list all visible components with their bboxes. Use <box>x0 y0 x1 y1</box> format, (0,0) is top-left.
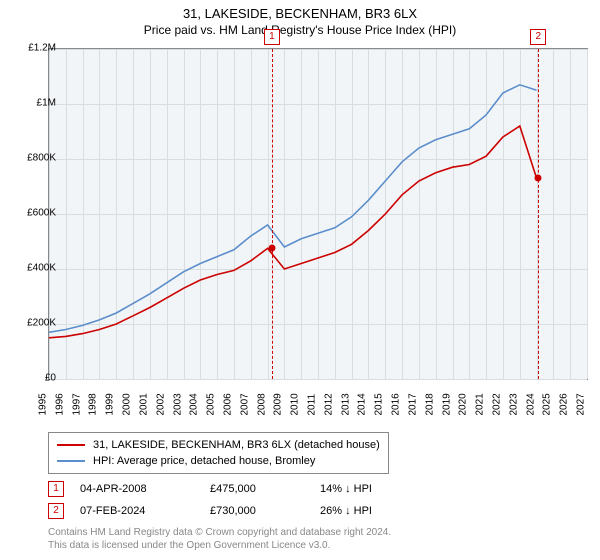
x-tick-label: 2012 <box>323 393 334 415</box>
marker-dot-2 <box>535 175 542 182</box>
event-delta: 14% ↓ HPI <box>320 483 430 495</box>
legend-label: HPI: Average price, detached house, Brom… <box>93 455 315 467</box>
x-tick-label: 2013 <box>340 393 351 415</box>
event-marker-2: 2 <box>48 503 64 519</box>
event-price: £475,000 <box>210 483 320 495</box>
y-tick-label: £0 <box>12 373 56 384</box>
event-row: 2 07-FEB-2024£730,00026% ↓ HPI <box>48 500 430 522</box>
chart-subtitle: Price paid vs. HM Land Registry's House … <box>0 21 600 41</box>
event-date: 07-FEB-2024 <box>80 505 210 517</box>
x-tick-label: 2023 <box>508 393 519 415</box>
footer-line-2: This data is licensed under the Open Gov… <box>48 539 391 552</box>
event-delta: 26% ↓ HPI <box>320 505 430 517</box>
chart-title: 31, LAKESIDE, BECKENHAM, BR3 6LX <box>0 0 600 21</box>
y-tick-label: £200K <box>12 318 56 329</box>
x-tick-label: 2000 <box>122 393 133 415</box>
y-tick-label: £1.2M <box>12 43 56 54</box>
x-tick-label: 2020 <box>458 393 469 415</box>
legend-box: 31, LAKESIDE, BECKENHAM, BR3 6LX (detach… <box>48 432 389 474</box>
x-tick-label: 2021 <box>475 393 486 415</box>
x-tick-label: 2025 <box>542 393 553 415</box>
x-tick-label: 2019 <box>441 393 452 415</box>
x-tick-label: 2024 <box>525 393 536 415</box>
event-date: 04-APR-2008 <box>80 483 210 495</box>
x-tick-label: 2004 <box>189 393 200 415</box>
x-tick-label: 2016 <box>391 393 402 415</box>
x-tick-label: 2002 <box>155 393 166 415</box>
y-tick-label: £600K <box>12 208 56 219</box>
x-tick-label: 2027 <box>576 393 587 415</box>
legend-item: HPI: Average price, detached house, Brom… <box>57 453 380 469</box>
event-price: £730,000 <box>210 505 320 517</box>
legend-swatch <box>57 444 85 446</box>
attribution-footer: Contains HM Land Registry data © Crown c… <box>48 526 391 552</box>
x-tick-label: 1995 <box>38 393 49 415</box>
marker-label-2: 2 <box>530 29 546 45</box>
x-tick-label: 2005 <box>206 393 217 415</box>
x-tick-label: 2010 <box>290 393 301 415</box>
x-tick-label: 2022 <box>491 393 502 415</box>
series-property <box>49 126 537 338</box>
x-tick-label: 2009 <box>273 393 284 415</box>
x-tick-label: 2008 <box>256 393 267 415</box>
marker-dot-1 <box>268 245 275 252</box>
x-tick-label: 1997 <box>71 393 82 415</box>
plot-area: 12 <box>48 48 588 380</box>
x-tick-label: 2003 <box>172 393 183 415</box>
x-tick-label: 2001 <box>138 393 149 415</box>
marker-label-1: 1 <box>264 29 280 45</box>
series-layer <box>49 49 587 379</box>
x-tick-label: 2011 <box>307 394 318 416</box>
x-tick-label: 2007 <box>239 393 250 415</box>
x-tick-label: 2018 <box>424 393 435 415</box>
x-tick-label: 1999 <box>105 393 116 415</box>
y-tick-label: £1M <box>12 98 56 109</box>
x-tick-label: 1998 <box>88 393 99 415</box>
y-tick-label: £800K <box>12 153 56 164</box>
footer-line-1: Contains HM Land Registry data © Crown c… <box>48 526 391 539</box>
legend-swatch <box>57 460 85 462</box>
event-marker-1: 1 <box>48 481 64 497</box>
marker-line-2 <box>538 49 539 379</box>
x-tick-label: 2006 <box>222 393 233 415</box>
event-row: 1 04-APR-2008£475,00014% ↓ HPI <box>48 478 430 500</box>
x-tick-label: 2015 <box>374 393 385 415</box>
series-hpi <box>49 85 537 332</box>
x-tick-label: 2014 <box>357 393 368 415</box>
marker-line-1 <box>272 49 273 379</box>
x-tick-label: 2017 <box>407 393 418 415</box>
legend-item: 31, LAKESIDE, BECKENHAM, BR3 6LX (detach… <box>57 437 380 453</box>
event-table: 1 04-APR-2008£475,00014% ↓ HPI 2 07-FEB-202… <box>48 478 430 522</box>
x-tick-label: 2026 <box>559 393 570 415</box>
legend-label: 31, LAKESIDE, BECKENHAM, BR3 6LX (detach… <box>93 439 380 451</box>
chart-container: 31, LAKESIDE, BECKENHAM, BR3 6LX Price p… <box>0 0 600 560</box>
x-tick-label: 1996 <box>54 393 65 415</box>
y-tick-label: £400K <box>12 263 56 274</box>
